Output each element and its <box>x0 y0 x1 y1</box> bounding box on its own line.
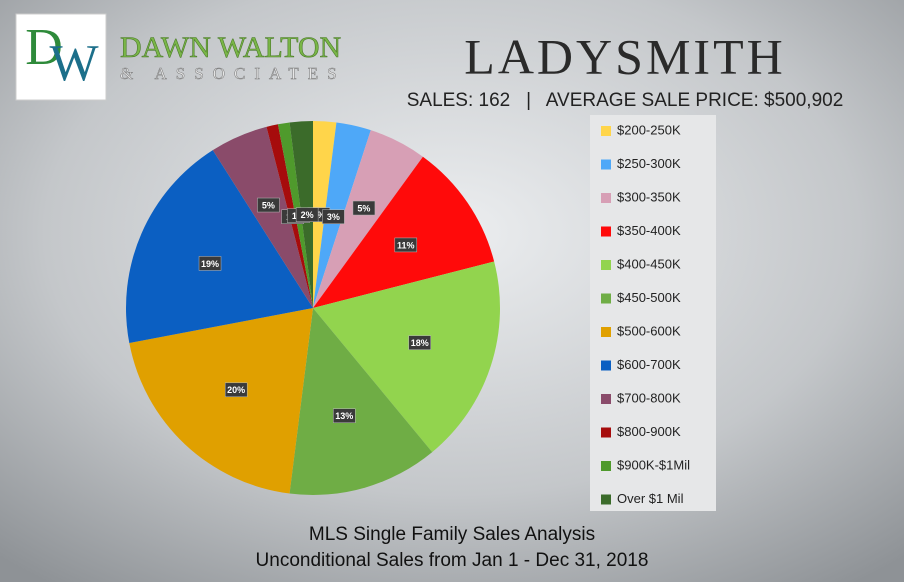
data-label-box <box>224 382 248 398</box>
data-label-box <box>198 256 222 271</box>
pie-slice <box>289 308 433 495</box>
legend-box <box>590 115 716 511</box>
logo-name: DAWN WALTON <box>120 31 341 64</box>
data-label-box <box>333 408 356 423</box>
legend-label: $800-900K <box>617 424 681 439</box>
legend-label: $300-350K <box>617 189 681 204</box>
data-label-box <box>322 209 345 225</box>
legend-label: $500-600K <box>617 323 681 338</box>
legend-label: Over $1 Mil <box>617 491 684 506</box>
logo-box <box>15 13 107 101</box>
footer: Unconditional Sales from Jan 1 - Dec 31,… <box>256 550 649 571</box>
legend-swatch <box>601 394 611 404</box>
legend-swatch <box>601 159 611 170</box>
legend-label: $200-250K <box>617 122 681 137</box>
legend-swatch <box>601 494 611 505</box>
data-label-box <box>394 237 418 253</box>
pie-slice <box>125 150 313 344</box>
pie-slice <box>313 130 423 308</box>
pie-slice <box>313 156 495 308</box>
legend-label: $350-400K <box>617 223 681 238</box>
data-label: 20% <box>227 385 245 395</box>
pie-slice <box>212 126 313 309</box>
data-label: 5% <box>357 203 370 213</box>
legend-label: $600-700K <box>617 357 681 372</box>
legend-swatch <box>601 427 611 438</box>
data-label-box <box>257 197 280 213</box>
data-label-box <box>408 335 431 350</box>
data-label-box <box>352 200 376 216</box>
legend-swatch <box>601 327 611 337</box>
data-label: 2% <box>312 210 325 220</box>
legend-label: $250-300K <box>617 156 681 171</box>
legend-swatch <box>601 193 611 203</box>
logo-tagline: & ASSOCIATES <box>120 64 346 83</box>
legend-swatch <box>601 126 611 136</box>
chart-title: LADYSMITH <box>464 28 785 84</box>
data-label: 11% <box>397 240 415 250</box>
logo-initial: D <box>25 19 63 76</box>
data-label: 3% <box>327 212 340 222</box>
logo-initial: W <box>49 35 98 92</box>
legend-swatch <box>601 293 611 304</box>
data-label-box <box>295 207 319 222</box>
data-label: 18% <box>411 338 429 348</box>
legend-label: $900K-$1Mil <box>617 457 690 472</box>
legend-swatch <box>601 461 611 471</box>
data-label: 13% <box>335 411 353 421</box>
data-label: 2% <box>301 210 314 220</box>
legend-label: $700-800K <box>617 390 681 405</box>
legend-label: $400-450K <box>617 256 681 271</box>
subtitle: SALES: 162 | AVERAGE SALE PRICE: $500,90… <box>407 90 844 111</box>
pie-slice <box>129 308 313 494</box>
legend-label: $450-500K <box>617 290 681 305</box>
pie-slice <box>313 261 500 453</box>
footer: MLS Single Family Sales Analysis <box>309 524 595 545</box>
legend-swatch <box>601 260 611 270</box>
legend-swatch <box>601 226 611 237</box>
data-label: 5% <box>262 200 275 210</box>
legend-swatch <box>601 360 611 371</box>
data-label: 19% <box>201 259 219 269</box>
